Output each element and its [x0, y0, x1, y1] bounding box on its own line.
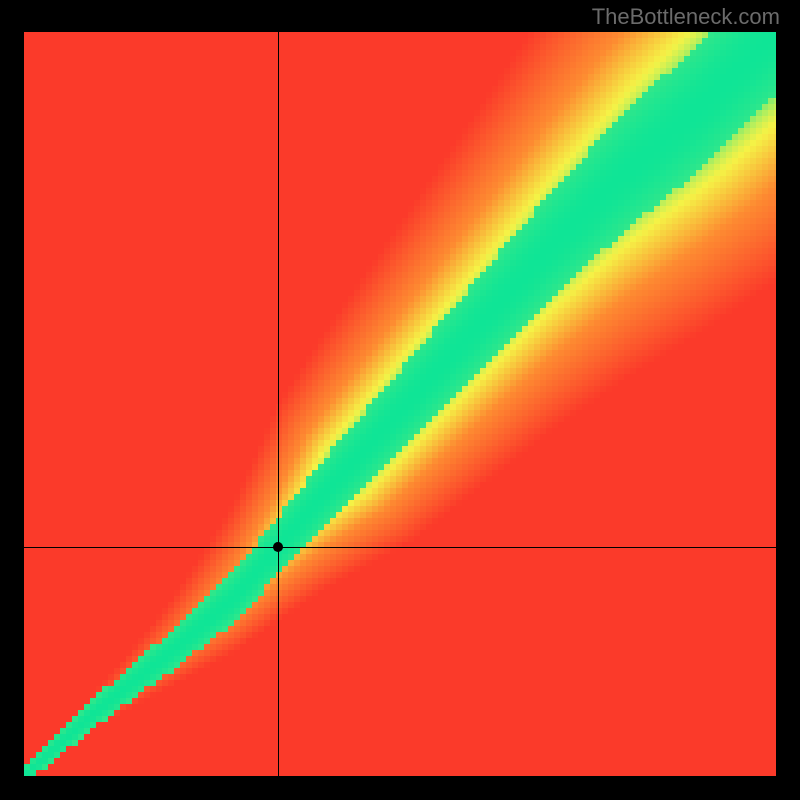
watermark-text: TheBottleneck.com: [592, 4, 780, 30]
heatmap-plot: [24, 32, 776, 776]
chart-container: TheBottleneck.com: [0, 0, 800, 800]
heatmap-canvas: [24, 32, 776, 776]
